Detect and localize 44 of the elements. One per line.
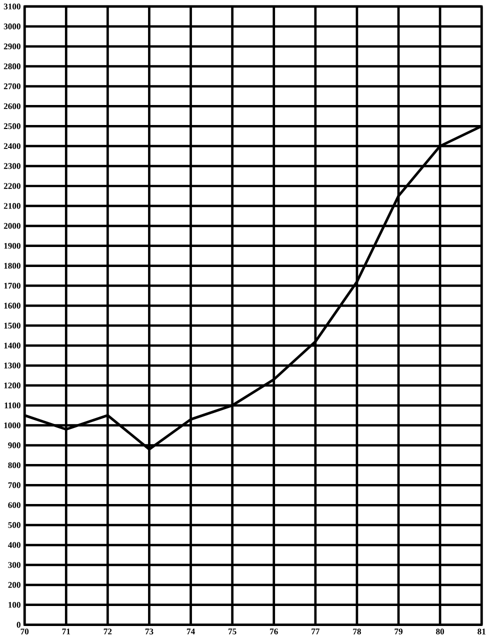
y-tick-label: 900 <box>8 442 20 448</box>
x-tick-label: 72 <box>104 628 112 634</box>
y-tick-label: 2500 <box>4 123 20 130</box>
y-tick-label: 300 <box>8 562 20 568</box>
y-tick-label: 1900 <box>4 242 20 249</box>
x-tick-label: 74 <box>186 628 195 634</box>
x-tick-label: 73 <box>145 628 154 634</box>
y-tick-label: 2600 <box>4 103 20 110</box>
y-tick-label: 1500 <box>4 322 20 329</box>
y-tick-label: 2100 <box>4 203 20 209</box>
x-tick-label: 70 <box>20 628 28 634</box>
y-tick-label: 100 <box>8 602 20 608</box>
x-tick-label: 75 <box>228 628 236 634</box>
y-tick-label: 2400 <box>4 143 20 150</box>
x-tick-label: 80 <box>436 628 444 634</box>
y-tick-label: 2300 <box>4 163 20 169</box>
y-tick-label: 1600 <box>4 302 20 309</box>
x-tick-label: 79 <box>394 628 402 634</box>
y-tick-label: 2900 <box>4 43 20 50</box>
x-tick-label: 81 <box>477 628 486 634</box>
y-tick-label: 800 <box>8 462 20 468</box>
y-tick-label: 2200 <box>4 183 20 189</box>
y-tick-label: 1000 <box>4 422 20 428</box>
y-tick-label: 1400 <box>4 342 20 348</box>
y-tick-label: 2800 <box>4 63 20 70</box>
y-tick-label: 400 <box>8 542 20 548</box>
y-tick-label: 3100 <box>4 4 20 10</box>
y-tick-label: 1200 <box>4 382 20 388</box>
y-tick-label: 1100 <box>4 402 20 408</box>
x-tick-label: 78 <box>352 628 361 634</box>
y-tick-label: 500 <box>8 522 20 528</box>
x-tick-label: 71 <box>62 628 70 634</box>
y-tick-label: 600 <box>8 502 20 508</box>
y-tick-label: 1700 <box>4 282 20 289</box>
y-tick-label: 2700 <box>4 83 20 90</box>
y-tick-label: 1800 <box>4 262 20 269</box>
y-tick-label: 0 <box>16 622 20 628</box>
y-tick-label: 3000 <box>4 24 20 30</box>
x-tick-label: 76 <box>270 628 278 634</box>
x-tick-label: 77 <box>311 628 320 634</box>
y-tick-label: 700 <box>8 482 20 488</box>
y-tick-label: 200 <box>8 582 20 588</box>
y-tick-label: 2000 <box>4 222 20 229</box>
y-tick-label: 1300 <box>4 362 20 368</box>
